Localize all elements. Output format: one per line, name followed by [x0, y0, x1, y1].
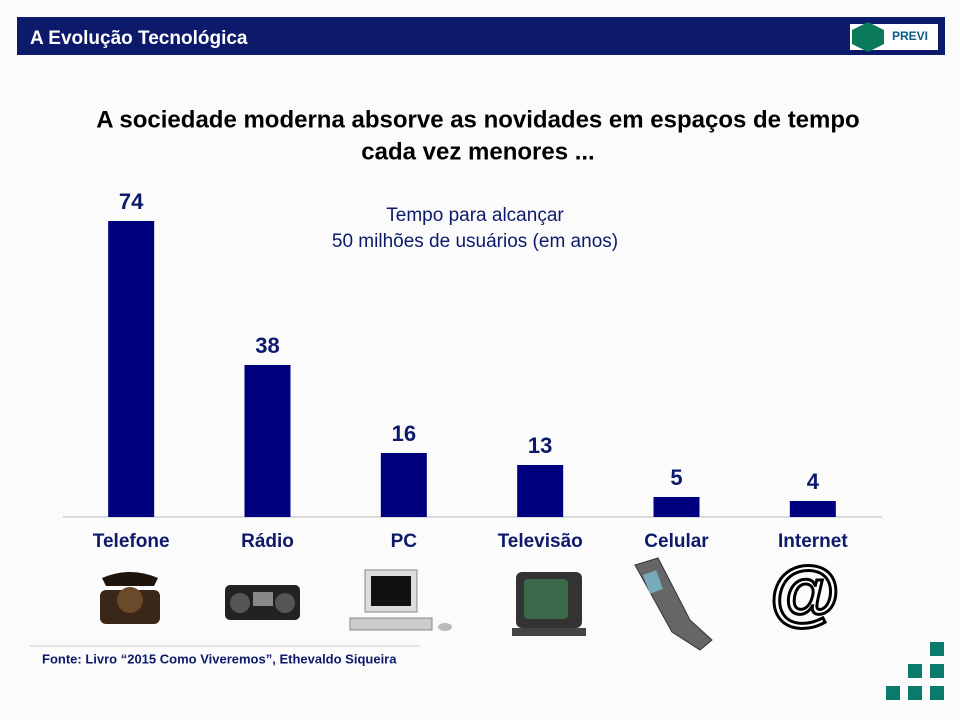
category-label: Celular — [644, 531, 709, 552]
logo-mark — [852, 22, 884, 52]
data-label: 16 — [392, 421, 416, 446]
category-label: Rádio — [241, 531, 294, 552]
logo: PREVI — [850, 22, 938, 52]
data-label: 13 — [528, 433, 552, 458]
decoration — [886, 642, 944, 700]
data-label: 38 — [255, 333, 279, 358]
logo-text: PREVI — [892, 29, 928, 43]
category-label: Televisão — [498, 531, 583, 552]
headline: A sociedade moderna absorve as novidades… — [96, 106, 859, 133]
footer-source: Fonte: Livro “2015 Como Viveremos”, Ethe… — [42, 651, 397, 666]
icons: @ — [100, 552, 842, 651]
bar — [653, 497, 700, 517]
telephone-icon — [100, 572, 160, 624]
header-title: A Evolução Tecnológica — [30, 28, 248, 49]
data-label: 4 — [807, 469, 820, 494]
category-label: Internet — [778, 531, 848, 552]
bar — [789, 501, 836, 517]
pc-icon — [349, 569, 452, 631]
category-label: PC — [391, 531, 418, 552]
svg-text:@: @ — [770, 553, 840, 633]
bar — [108, 221, 155, 517]
data-label: 74 — [119, 189, 144, 214]
category-label: Telefone — [93, 531, 170, 552]
bar — [517, 465, 564, 517]
headline: cada vez menores ... — [361, 138, 594, 165]
radio-icon — [225, 585, 300, 620]
at-icon: @ — [768, 552, 841, 635]
bar — [244, 365, 291, 517]
tv-icon — [512, 572, 586, 636]
data-label: 5 — [670, 465, 682, 490]
bar — [380, 453, 427, 517]
header-bar — [17, 17, 945, 55]
chart-annotation: Tempo para alcançar — [386, 205, 564, 226]
cellphone-icon — [634, 557, 713, 651]
chart-annotation: 50 milhões de usuários (em anos) — [332, 231, 618, 252]
